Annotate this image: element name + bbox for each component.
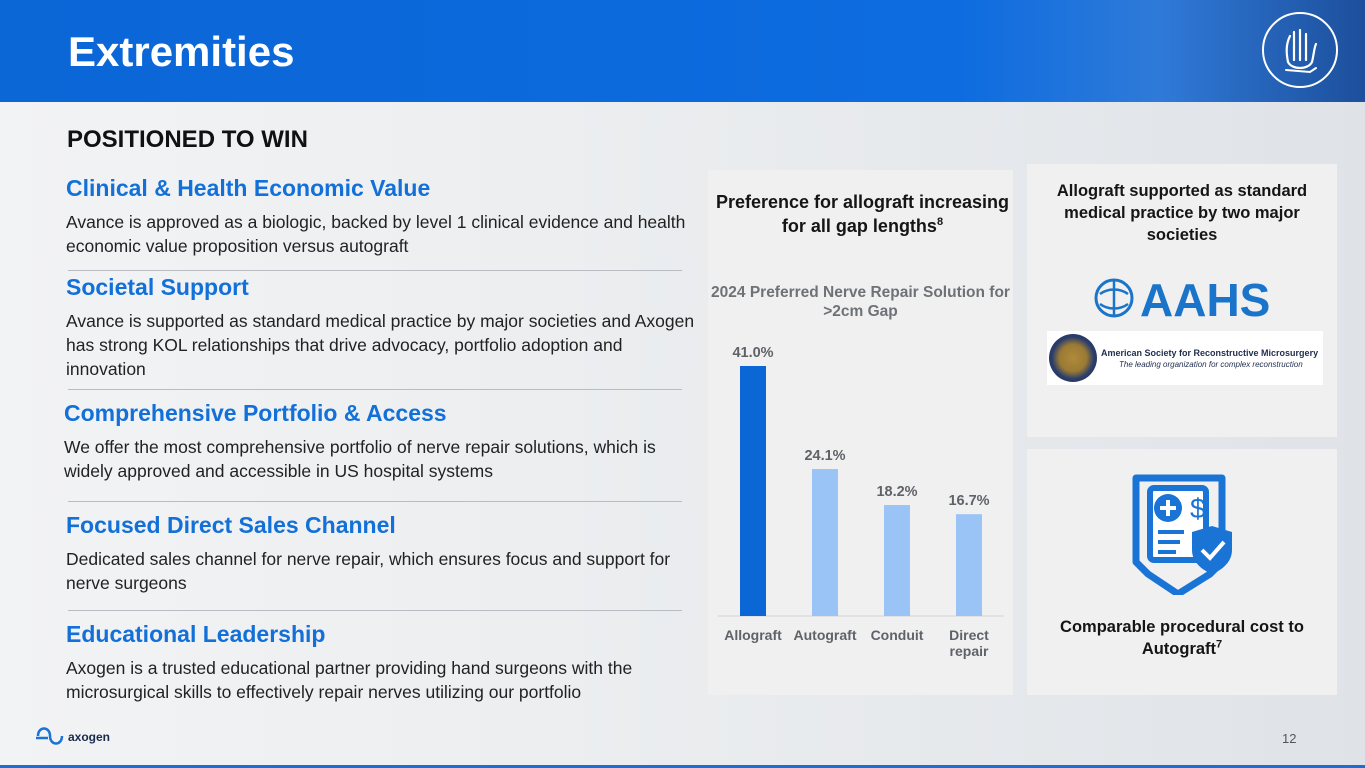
category-label: repair <box>950 643 989 659</box>
section-subtitle: POSITIONED TO WIN <box>67 126 308 153</box>
data-label: 16.7% <box>948 493 989 509</box>
bar-direct-repair <box>956 514 982 616</box>
feature-heading: Comprehensive Portfolio & Access <box>64 400 447 426</box>
bar-allograft <box>740 366 766 616</box>
svg-text:$: $ <box>1190 493 1206 524</box>
feature-portfolio: Comprehensive Portfolio & Access We offe… <box>64 400 694 483</box>
svg-text:axogen: axogen <box>68 730 110 744</box>
bottom-rule <box>0 765 1365 768</box>
chart-panel-title: Preference for allograft increasing for … <box>715 192 1010 236</box>
svg-text:AAHS: AAHS <box>1140 274 1270 322</box>
feature-societal: Societal Support Avance is supported as … <box>66 274 696 381</box>
divider <box>68 610 682 611</box>
asrm-tagline: The leading organization for complex rec… <box>1119 360 1303 369</box>
chart-title: 2024 Preferred Nerve Repair Solution for… <box>711 284 1010 320</box>
category-label: Direct <box>949 627 989 643</box>
asrm-seal-icon <box>1049 334 1097 382</box>
feature-body: Axogen is a trusted educational partner … <box>66 658 633 702</box>
page-title: Extremities <box>68 28 295 75</box>
header-bar: Extremities <box>0 0 1365 102</box>
feature-body: Dedicated sales channel for nerve repair… <box>66 549 671 593</box>
cost-caption: Comparable procedural cost to Autograft7 <box>1060 618 1304 658</box>
bar-conduit <box>884 505 910 616</box>
category-label: Conduit <box>871 627 924 643</box>
feature-body: Avance is approved as a biologic, backed… <box>66 212 686 256</box>
feature-heading: Societal Support <box>66 274 249 300</box>
aahs-logo: AAHS <box>1094 274 1270 322</box>
feature-heading: Educational Leadership <box>66 621 326 647</box>
data-label: 24.1% <box>804 448 845 464</box>
divider <box>68 389 682 390</box>
divider <box>68 270 682 271</box>
axogen-logo: axogen <box>36 727 110 745</box>
feature-sales: Focused Direct Sales Channel Dedicated s… <box>66 512 696 595</box>
medical-bill-shield-icon: $ <box>1132 474 1232 595</box>
bar-autograft <box>812 469 838 616</box>
feature-heading: Clinical & Health Economic Value <box>66 175 431 201</box>
feature-body: Avance is supported as standard medical … <box>66 311 695 379</box>
feature-heading: Focused Direct Sales Channel <box>66 512 396 538</box>
globe-icon <box>1094 278 1134 318</box>
divider <box>68 501 682 502</box>
societies-caption: Allograft supported as standard medical … <box>1056 182 1308 244</box>
feature-education: Educational Leadership Axogen is a trust… <box>66 621 696 704</box>
feature-clinical: Clinical & Health Economic Value Avance … <box>66 175 696 258</box>
page-number: 12 <box>1282 731 1297 746</box>
feature-body: We offer the most comprehensive portfoli… <box>64 437 656 481</box>
bar-chart: 41.0% Allograft 24.1% Autograft 18.2% Conduit… <box>718 345 1004 659</box>
asrm-name: American Society for Reconstructive Micr… <box>1101 348 1319 358</box>
data-label: 18.2% <box>876 484 917 500</box>
asrm-logo: American Society for Reconstructive Micr… <box>1047 331 1323 385</box>
category-label: Allograft <box>724 627 782 643</box>
hand-foot-icon <box>1262 12 1338 88</box>
data-label: 41.0% <box>732 345 773 361</box>
category-label: Autograft <box>794 627 857 643</box>
societies-panel <box>1027 164 1337 437</box>
